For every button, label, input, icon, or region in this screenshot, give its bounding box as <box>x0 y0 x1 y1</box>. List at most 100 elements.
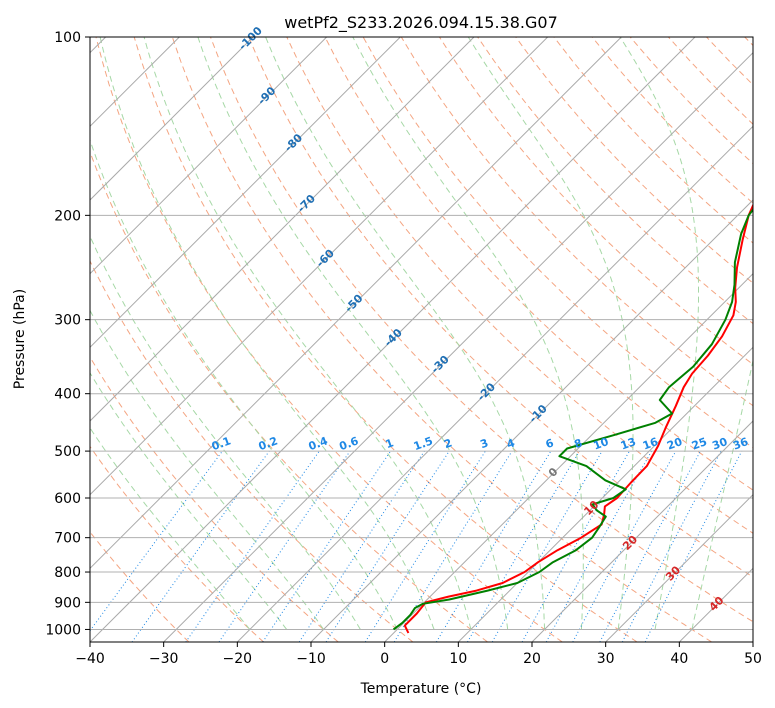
mixing-ratio-label: 4 <box>505 436 517 451</box>
mixing-ratio-label: 0.1 <box>210 434 233 453</box>
mixing-ratio-label: 10 <box>592 435 611 453</box>
dry-adiabat-line <box>210 37 753 623</box>
x-tick-label: 0 <box>380 651 389 667</box>
y-tick-label: 600 <box>54 491 81 507</box>
y-axis-title: Pressure (hPa) <box>12 289 28 389</box>
y-tick-label: 100 <box>54 30 81 46</box>
mixing-ratio-line <box>644 450 743 642</box>
mixing-ratio-label: 1.5 <box>412 434 435 453</box>
moist-adiabat-line <box>99 37 435 630</box>
y-tick-label: 200 <box>54 208 81 224</box>
x-tick-label: 40 <box>670 651 688 667</box>
isotherm-line <box>605 493 753 642</box>
mixing-ratio-line <box>185 450 320 642</box>
mixing-ratio-line <box>545 450 653 642</box>
plot-frame <box>89 36 754 643</box>
x-tick-label: 50 <box>744 651 762 667</box>
x-tick-label: −10 <box>296 651 326 667</box>
isotherm-line <box>90 37 401 349</box>
moist-adiabat-line <box>90 371 288 630</box>
isotherm-line <box>531 420 753 642</box>
moist-adiabat-line <box>90 235 361 630</box>
moist-adiabat-line <box>90 427 251 630</box>
y-tick-label: 400 <box>54 387 81 403</box>
isotherm-line <box>90 37 696 642</box>
mixing-ratio-label: 30 <box>710 435 729 453</box>
isotherm-line <box>457 346 753 642</box>
moist-adiabat-line <box>691 358 753 630</box>
chart-title: wetPf2_S233.2026.094.15.38.G07 <box>284 13 558 33</box>
dry-adiabat-line <box>171 37 712 642</box>
x-tick-label: 30 <box>597 651 615 667</box>
isotherm-line <box>90 37 475 422</box>
x-tick-label: 10 <box>449 651 467 667</box>
isotherm-line <box>310 199 753 642</box>
isotherm-line <box>90 37 254 201</box>
mixing-ratio-label: 1 <box>384 436 396 451</box>
mixing-ratio-line <box>325 450 450 642</box>
isotherm-line <box>90 37 328 275</box>
mixing-ratio-label: 6 <box>544 436 556 451</box>
background-lines <box>90 37 753 642</box>
mixing-ratio-line <box>298 450 425 642</box>
mixing-ratio-line <box>599 450 701 642</box>
isotherm-line <box>384 272 753 642</box>
mixing-ratio-label: 13 <box>619 435 638 452</box>
mixing-ratio-line <box>131 450 270 642</box>
isotherm-line <box>163 51 753 642</box>
dry-adiabat-line <box>90 259 414 642</box>
mixing-ratio-line <box>572 450 677 642</box>
dry-adiabat-line <box>90 445 264 642</box>
y-tick-label: 700 <box>54 531 81 547</box>
dry-adiabat-line <box>133 37 638 642</box>
mixing-ratio-label: 0.2 <box>257 434 280 453</box>
y-tick-label: 800 <box>54 565 81 581</box>
moist-adiabat-line <box>619 37 699 630</box>
mixing-ratio-line <box>262 450 392 642</box>
mixing-ratio-line <box>218 450 351 642</box>
dry-adiabat-line <box>324 37 753 491</box>
x-tick-label: −30 <box>149 651 179 667</box>
y-axis-ticks: 100 200 300 400 500 600 700 800 900 1000 <box>45 30 90 638</box>
dry-adiabat-line <box>286 37 753 534</box>
mixing-ratio-label: 25 <box>690 435 709 452</box>
isotherm-line <box>90 37 622 570</box>
moist-adiabat-line <box>90 138 398 630</box>
mixing-ratio-line <box>364 450 486 642</box>
mixing-ratio-label: 16 <box>641 435 660 453</box>
mixing-ratio-line <box>393 450 513 642</box>
moist-adiabat-line <box>467 37 634 630</box>
moist-adiabat-line <box>265 37 546 630</box>
x-tick-label: 20 <box>523 651 541 667</box>
dry-adiabat-line <box>95 37 563 642</box>
mixing-ratio-line <box>621 450 722 642</box>
dry-adiabat-line <box>515 37 753 284</box>
mixing-ratio-label: 8 <box>572 436 584 451</box>
x-tick-label: −20 <box>223 651 253 667</box>
y-tick-label: 300 <box>54 313 81 329</box>
data-series <box>392 203 753 634</box>
mixing-ratio-label: 0.4 <box>307 434 330 453</box>
moist-adiabat-line <box>143 37 472 630</box>
dry-adiabat-line <box>90 356 339 642</box>
mixing-ratio-label: 2 <box>442 436 454 451</box>
mixing-ratio-label: 0.6 <box>338 434 361 453</box>
mixing-ratio-line <box>435 450 552 642</box>
isotherm-line <box>236 125 753 642</box>
x-axis-title: Temperature (°C) <box>360 681 482 697</box>
x-axis-ticks: −40 −30 −20 −10 0 10 20 30 40 50 <box>75 642 762 667</box>
series-line-0 <box>403 203 753 634</box>
mixing-ratio-label: 36 <box>731 435 750 453</box>
y-tick-label: 500 <box>54 444 81 460</box>
mixing-ratio-label: 3 <box>478 436 490 451</box>
mixing-ratio-label: 20 <box>665 435 684 453</box>
isotherm-line <box>90 37 549 496</box>
series-line-1 <box>392 208 753 631</box>
moist-adiabat-line <box>90 309 325 630</box>
x-tick-label: −40 <box>75 651 105 667</box>
y-tick-label: 900 <box>54 595 81 611</box>
y-tick-label: 1000 <box>45 622 81 638</box>
moist-adiabat-line <box>352 37 584 630</box>
